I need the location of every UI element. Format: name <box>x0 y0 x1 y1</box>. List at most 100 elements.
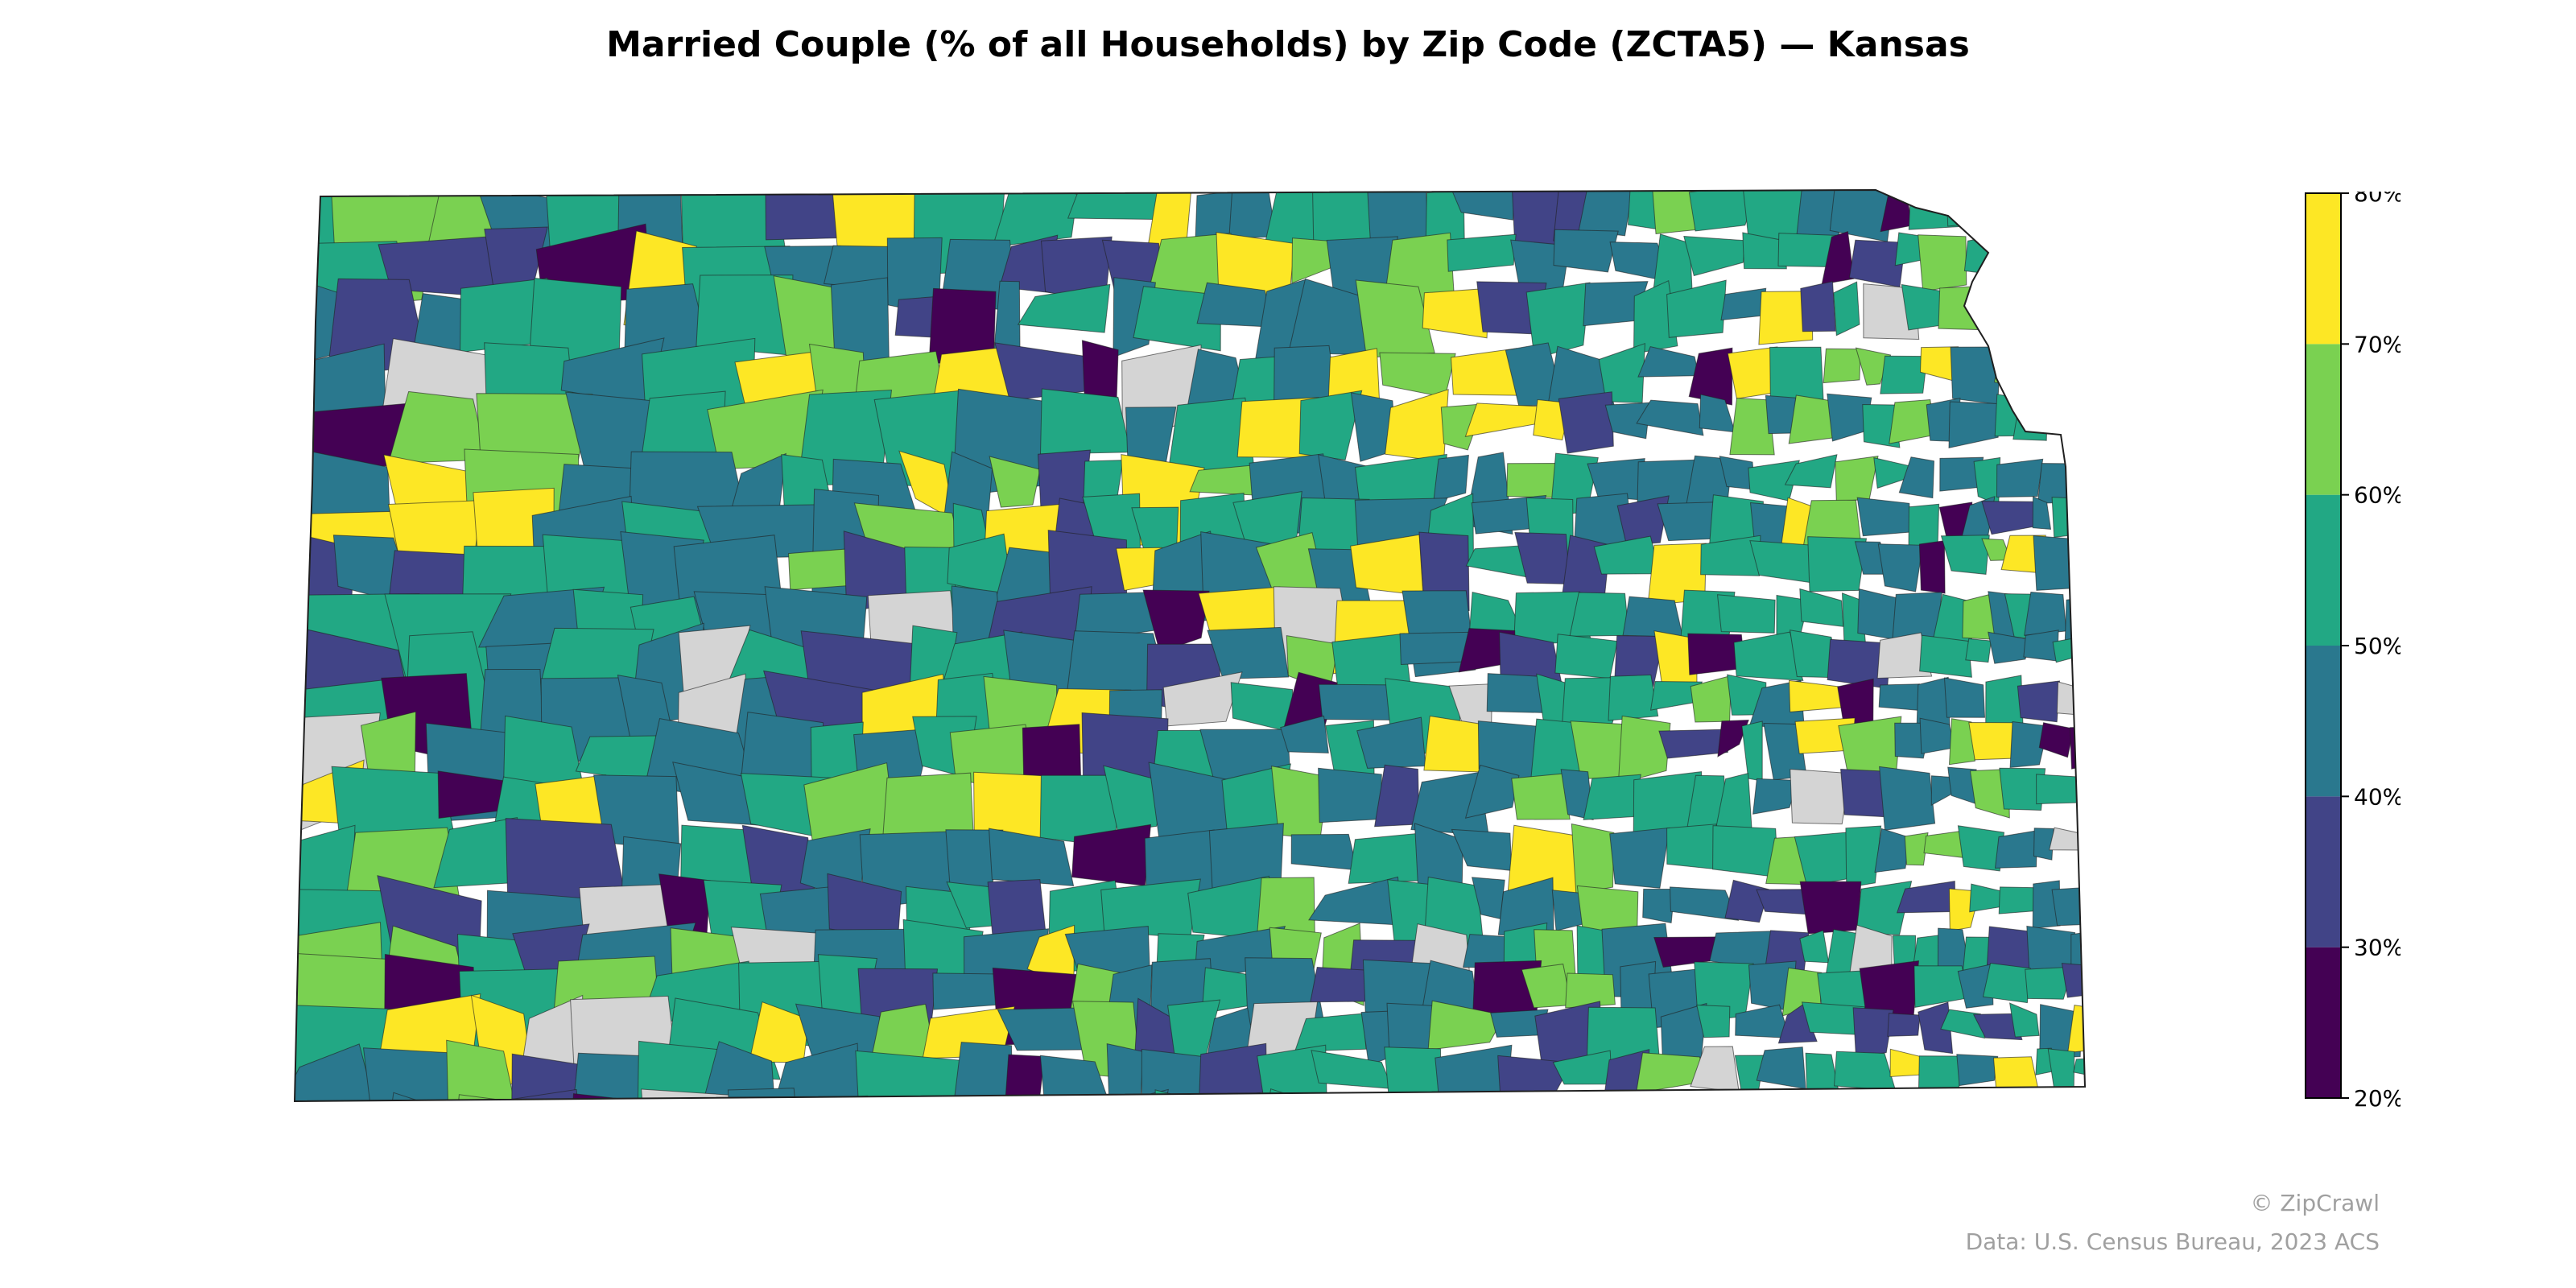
zcta-region <box>1651 190 1696 235</box>
zcta-region <box>2067 1005 2085 1054</box>
zcta-region <box>451 1094 517 1101</box>
zcta-region <box>2071 284 2085 318</box>
zcta-region <box>2071 637 2085 670</box>
legend-ticks: 20% 30% 40% 50% 60% 70% 80% <box>2341 192 2401 1109</box>
zcta-region <box>1583 774 1641 820</box>
zcta-region <box>727 1088 803 1101</box>
zcta-region <box>2074 678 2085 712</box>
zcta-region <box>295 1043 376 1101</box>
zcta-region <box>1207 626 1290 679</box>
zcta-region <box>1938 285 1990 331</box>
zcta-region <box>1280 715 1329 753</box>
zcta-region <box>2032 496 2052 530</box>
zcta-region <box>1257 1088 1331 1101</box>
zcta-region <box>1904 832 1929 866</box>
zcta-region <box>1617 715 1671 785</box>
zcta-region <box>2028 190 2072 233</box>
zcta-region <box>1608 674 1659 721</box>
zcta-region <box>1982 284 2029 336</box>
legend-bin <box>2306 344 2341 495</box>
zcta-region <box>2083 502 2085 547</box>
zcta-region <box>2036 774 2085 805</box>
zcta-region <box>1946 190 1997 227</box>
zcta-region <box>2037 287 2082 324</box>
zcta-region <box>1350 534 1424 597</box>
zcta-region <box>1571 823 1615 894</box>
zcta-region <box>940 1098 1025 1101</box>
zcta-region <box>2025 1095 2050 1101</box>
zcta-region <box>446 1039 522 1101</box>
zcta-region <box>1558 391 1614 454</box>
zcta-region <box>1741 1095 1787 1101</box>
legend-bin <box>2306 947 2341 1098</box>
zcta-region <box>950 1042 1014 1101</box>
zcta-region <box>637 1040 721 1101</box>
zcta-region <box>1318 767 1382 824</box>
zcta-region <box>1741 720 1763 782</box>
zcta-region <box>1933 1097 1984 1101</box>
zcta-region <box>1005 1105 1091 1170</box>
zcta-region <box>1290 833 1358 871</box>
zcta-region <box>988 828 1075 887</box>
zcta-region <box>2068 190 2085 235</box>
zcta-region <box>1879 766 1936 831</box>
source-credit: Data: U.S. Census Bureau, 2023 ACS <box>1965 1228 2380 1255</box>
zcta-region <box>567 1093 663 1101</box>
zcta-region <box>1972 1013 2023 1041</box>
zcta-region <box>1948 401 1999 449</box>
zcta-region <box>765 190 844 241</box>
zcta-region <box>1554 634 1618 679</box>
zcta-region <box>1948 718 1975 766</box>
zcta-region <box>1749 540 1817 584</box>
legend-tick-label: 40% <box>2354 783 2401 810</box>
legend-bin <box>2306 193 2341 345</box>
zcta-region <box>1940 1009 1986 1039</box>
zcta-region <box>1956 1054 1999 1087</box>
zcta-region <box>1384 1046 1442 1101</box>
legend-tick-label: 20% <box>2354 1085 2401 1109</box>
legend-tick-label: 60% <box>2354 482 2401 509</box>
zcta-region <box>2019 291 2041 325</box>
zcta-region <box>680 824 752 886</box>
zcta-region <box>1154 1089 1229 1101</box>
zcta-region <box>1636 399 1704 436</box>
zcta-region <box>1878 683 1921 711</box>
zcta-region <box>1969 883 2004 913</box>
zcta-region <box>1618 1104 1661 1144</box>
zcta-region <box>1318 683 1395 720</box>
legend-tick-label: 30% <box>2354 935 2401 961</box>
zcta-region <box>2051 886 2085 927</box>
zcta-region <box>1729 397 1775 456</box>
zcta-region <box>1587 458 1645 501</box>
zcta-region <box>2035 242 2074 265</box>
zcta-region <box>2042 391 2065 431</box>
zcta-region <box>1845 825 1882 889</box>
zcta-region <box>1957 825 2005 872</box>
zcta-region <box>1943 677 1986 718</box>
zcta-region <box>1386 1095 1430 1101</box>
zcta-region <box>1835 456 1879 502</box>
zcta-region <box>989 456 1041 508</box>
zcta-region <box>1969 1096 2009 1101</box>
zcta-region <box>1525 282 1591 359</box>
zcta-region <box>2033 535 2082 591</box>
zcta-region <box>378 1092 457 1101</box>
zcta-region <box>1649 1096 1710 1101</box>
zcta-region <box>1657 502 1717 542</box>
zcta-region <box>1833 281 1860 336</box>
zcta-region <box>2064 396 2085 440</box>
zcta-region <box>2025 966 2074 1000</box>
zcta-region <box>1999 767 2046 811</box>
zcta-region <box>2009 720 2050 768</box>
zcta-region <box>1614 635 1665 687</box>
zcta-region <box>1427 1000 1505 1051</box>
zcta-region <box>1560 769 1594 820</box>
zcta-region <box>2027 350 2070 379</box>
zcta-region <box>2087 233 2111 268</box>
zcta-regions <box>295 190 2111 1170</box>
zcta-region <box>1570 1093 1634 1101</box>
zcta-region <box>2046 1094 2085 1101</box>
zcta-region <box>1876 632 1933 679</box>
zcta-region <box>1133 286 1221 352</box>
zcta-region <box>2073 1056 2085 1080</box>
